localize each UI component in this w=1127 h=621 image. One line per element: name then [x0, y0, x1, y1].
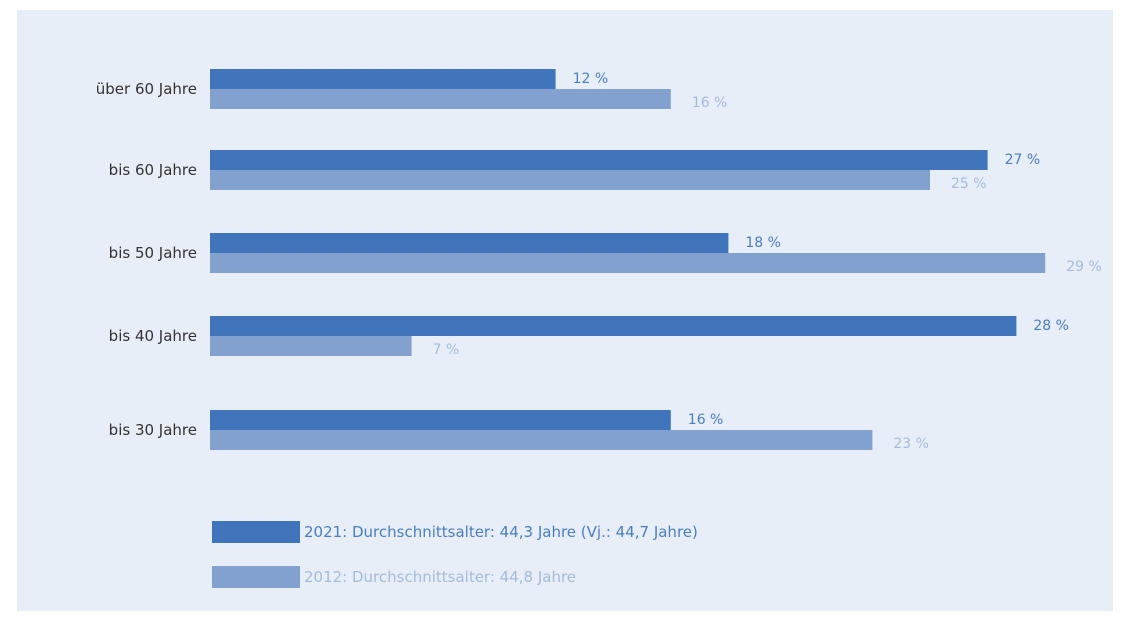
category-label: bis 40 Jahre: [109, 327, 197, 345]
category-label: bis 30 Jahre: [109, 421, 197, 439]
value-label: 29 %: [1066, 259, 1102, 275]
value-label: 18 %: [745, 235, 781, 251]
chart-panel: über 60 Jahre 12 % 16 % bis 60 Jahre 27 % 25 …: [17, 10, 1113, 611]
bar-2012: [210, 253, 1046, 273]
bar-2021: [210, 69, 556, 89]
category-label: bis 60 Jahre: [109, 161, 197, 179]
value-label: 28 %: [1033, 318, 1069, 334]
value-label: 16 %: [692, 95, 728, 111]
value-label: 23 %: [893, 436, 929, 452]
bar-2021: [210, 410, 671, 430]
legend-label-2012: 2012: Durchschnittsalter: 44,8 Jahre: [304, 568, 576, 586]
value-label: 25 %: [951, 176, 987, 192]
bar-2012: [210, 336, 412, 356]
category-label: bis 50 Jahre: [109, 244, 197, 262]
value-label: 16 %: [688, 412, 724, 428]
bar-2012: [210, 430, 873, 450]
age-distribution-chart: über 60 Jahre 12 % 16 % bis 60 Jahre 27 % 25 …: [96, 69, 1102, 588]
legend-swatch: [212, 521, 300, 543]
value-label: 27 %: [1005, 152, 1041, 168]
bar-2012: [210, 89, 671, 109]
legend-swatch: [212, 566, 300, 588]
value-label: 7 %: [433, 342, 460, 358]
bar-2012: [210, 170, 930, 190]
category-label: über 60 Jahre: [96, 80, 197, 98]
bar-2021: [210, 150, 988, 170]
bar-2021: [210, 316, 1017, 336]
value-label: 12 %: [573, 71, 609, 87]
bar-2021: [210, 233, 729, 253]
legend-label-2021: 2021: Durchschnittsalter: 44,3 Jahre (Vj…: [304, 523, 698, 541]
